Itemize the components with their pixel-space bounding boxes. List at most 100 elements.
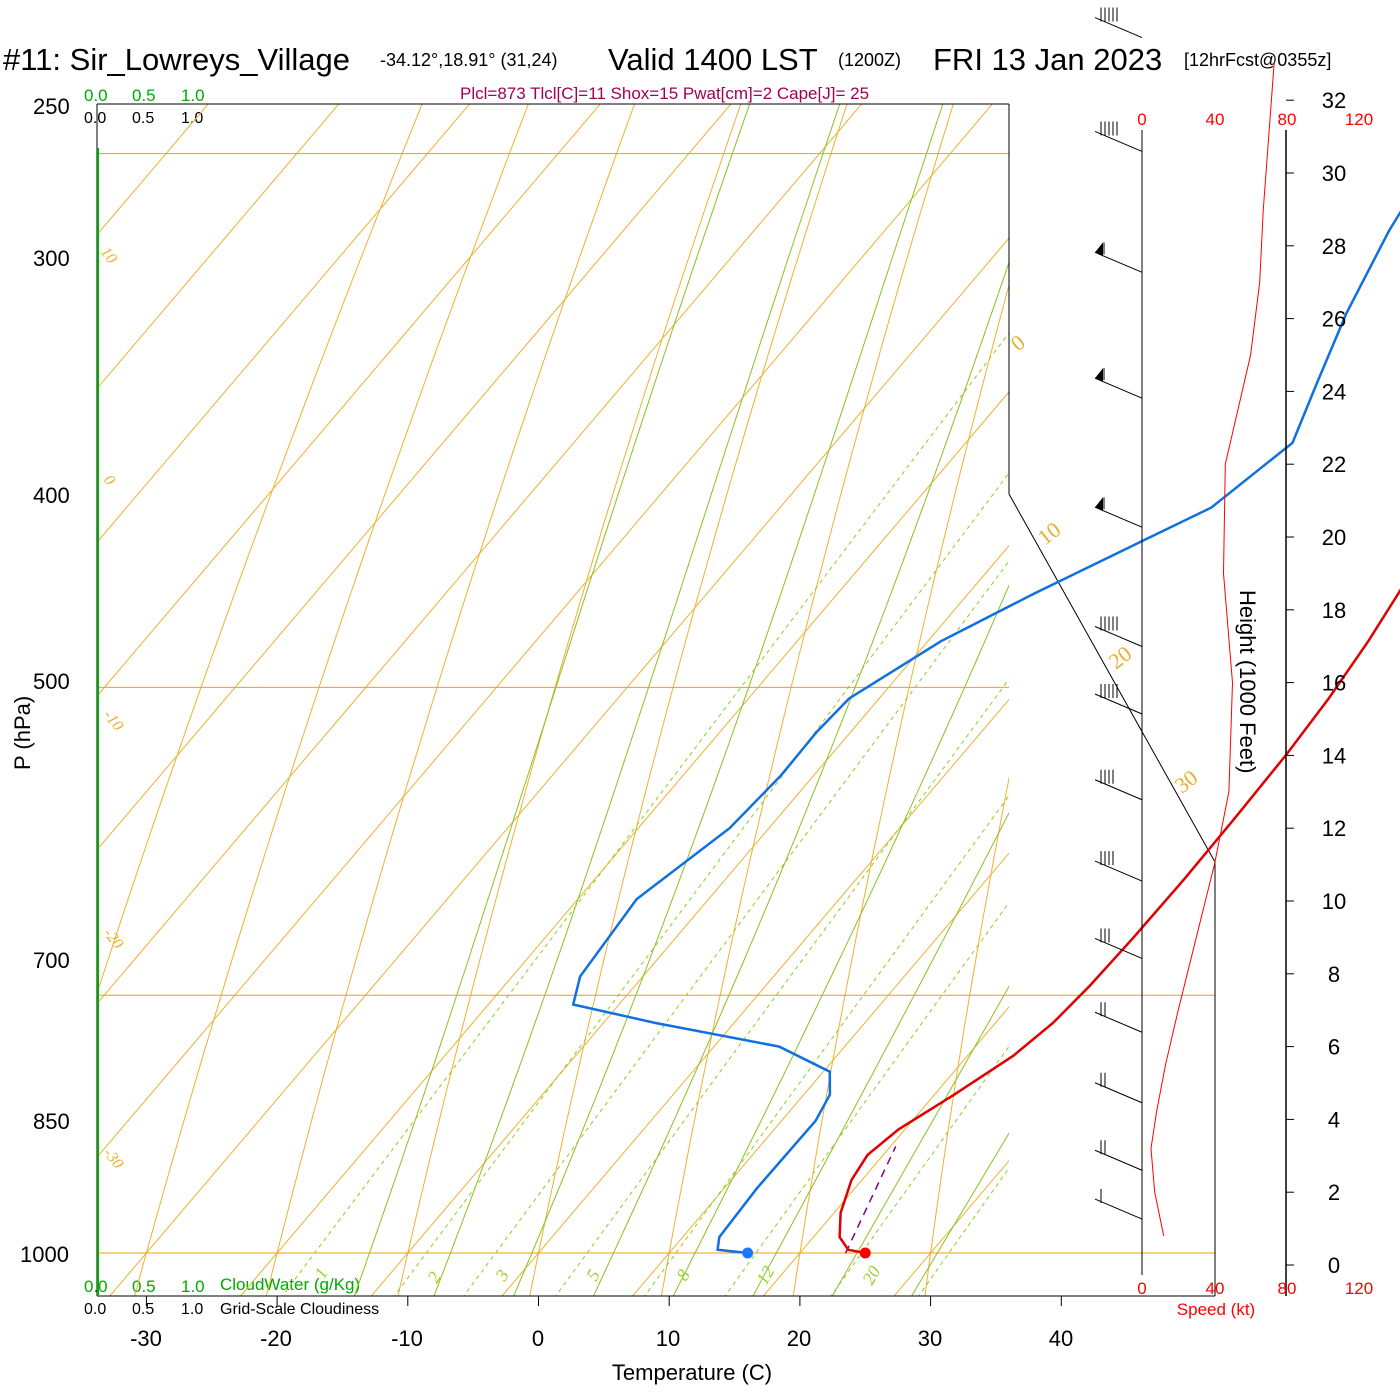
moist-adiabat-line bbox=[433, 104, 841, 1296]
dry-adiabat-line bbox=[792, 283, 1009, 1296]
temp-tick-40: 40 bbox=[1049, 1326, 1073, 1351]
cloud-tick-bottom-black-0: 0.0 bbox=[84, 1301, 106, 1318]
cloud-tick-top-green-0: 0.0 bbox=[84, 86, 108, 105]
mixing-ratio-label-20: 20 bbox=[858, 1262, 884, 1288]
pressure-tick-700: 700 bbox=[33, 948, 70, 973]
dewpoint-line bbox=[571, 210, 1400, 1255]
wind-barb bbox=[1094, 368, 1143, 399]
wind-barb bbox=[1094, 769, 1143, 801]
pressure-labels: 250 300 400 500 700 850 1000 bbox=[20, 94, 70, 1267]
station-title: #11: Sir_Lowreys_Village bbox=[3, 42, 350, 77]
moist-adiabat-line bbox=[752, 811, 1009, 1296]
speed-ticks-bottom: 0 40 80 120 Speed (kt) bbox=[1137, 1279, 1373, 1319]
mixing-ratio-label-2: 2 bbox=[423, 1268, 445, 1286]
wind-barb-staff bbox=[1094, 1011, 1143, 1033]
dry-adiabat-label-10: 10 bbox=[97, 244, 120, 267]
isotherm-line bbox=[97, 104, 209, 236]
wind-barb bbox=[1094, 928, 1143, 959]
height-tick-label: 26 bbox=[1322, 307, 1346, 332]
wind-barb bbox=[1094, 242, 1143, 273]
wind-barb-flag bbox=[1095, 242, 1103, 257]
wind-barb bbox=[1094, 851, 1143, 882]
wind-barb-flag bbox=[1095, 497, 1103, 512]
height-tick-label: 24 bbox=[1322, 379, 1346, 404]
isotherm-line bbox=[1126, 0, 1400, 1330]
wind-barb bbox=[1094, 7, 1143, 38]
pressure-tick-300: 300 bbox=[33, 246, 70, 271]
wind-barb-staff bbox=[1094, 130, 1143, 152]
moist-adiabat-line bbox=[353, 104, 751, 1296]
dry-adiabat-line bbox=[529, 104, 848, 1296]
height-tick-label: 0 bbox=[1328, 1253, 1340, 1278]
height-axis-title: Height (1000 Feet) bbox=[1235, 590, 1260, 773]
valid-utc: (1200Z) bbox=[838, 50, 901, 70]
surface-temperature-point bbox=[859, 1247, 871, 1259]
isotherm-line bbox=[239, 391, 1009, 1296]
cloud-tick-bottom-green-1: 0.5 bbox=[132, 1277, 156, 1296]
isotherm-line bbox=[893, 1159, 1009, 1296]
height-tick-label: 32 bbox=[1322, 88, 1346, 113]
mixing-ratio-line bbox=[918, 1167, 1009, 1296]
cloud-tick-bottom-black-2: 1.0 bbox=[181, 1301, 203, 1318]
valid-time: Valid 1400 LST bbox=[608, 42, 818, 77]
speed-ticks-top: 0 40 80 120 bbox=[1137, 110, 1373, 129]
forecast-info: [12hrFcst@0355z] bbox=[1184, 50, 1331, 70]
isotherm-line bbox=[370, 544, 1009, 1296]
isotherm-line bbox=[501, 698, 1009, 1296]
station-coords: -34.12°,18.91° (31,24) bbox=[380, 50, 558, 70]
dry-adiabat-label-minus10: -10 bbox=[100, 707, 127, 734]
isotherm-label-30: 30 bbox=[1170, 765, 1203, 798]
mixing-ratio-label-8: 8 bbox=[672, 1266, 694, 1284]
wind-barb bbox=[1094, 616, 1143, 647]
moist-adiabat-line bbox=[831, 985, 1009, 1296]
isotherm-line bbox=[631, 852, 1009, 1296]
wind-barb bbox=[1094, 1072, 1143, 1104]
stability-indices: Plcl=873 Tlcl[C]=11 Shox=15 Pwat[cm]=2 C… bbox=[460, 84, 869, 103]
pressure-tick-500: 500 bbox=[33, 669, 70, 694]
height-tick-label: 12 bbox=[1322, 816, 1346, 841]
cloud-tick-bottom-black-1: 0.5 bbox=[132, 1301, 154, 1318]
speed-tick-top-120: 120 bbox=[1345, 110, 1373, 129]
isotherm-line bbox=[97, 104, 601, 697]
mixing-ratio-line bbox=[555, 678, 1009, 1296]
pressure-tick-1000: 1000 bbox=[20, 1242, 69, 1267]
wind-barb-staff bbox=[1094, 779, 1143, 801]
mixing-ratio-line bbox=[281, 332, 1009, 1296]
temp-tick-30: 30 bbox=[918, 1326, 942, 1351]
parcel-path bbox=[844, 1146, 897, 1254]
height-tick-label: 28 bbox=[1322, 234, 1346, 259]
cloud-tick-bottom-green-2: 1.0 bbox=[181, 1277, 205, 1296]
cloud-tick-top-black-1: 0.5 bbox=[132, 110, 154, 127]
wind-barb-staff bbox=[1094, 693, 1143, 715]
wind-barb bbox=[1094, 683, 1143, 715]
cloud-tick-top-green-1: 0.5 bbox=[132, 86, 156, 105]
temp-tick-10: 10 bbox=[656, 1326, 680, 1351]
height-tick-label: 20 bbox=[1322, 525, 1346, 550]
wind-barb bbox=[1094, 1189, 1143, 1220]
dry-adiabat-line bbox=[660, 104, 954, 1296]
speed-axis-title: Speed (kt) bbox=[1177, 1300, 1255, 1319]
thermo-grid bbox=[97, 0, 1400, 1330]
wind-barb-staff bbox=[1094, 626, 1143, 647]
height-tick-label: 22 bbox=[1322, 452, 1346, 477]
sounding-profiles bbox=[571, 210, 1400, 1259]
wind-barb-staff bbox=[1094, 1149, 1143, 1171]
mixing-ratio-label-5: 5 bbox=[582, 1266, 604, 1284]
temp-tick-minus10: -10 bbox=[391, 1326, 423, 1351]
wind-barb-staff bbox=[1094, 860, 1143, 882]
cloud-ticks-bottom: 0.0 0.5 1.0 CloudWater (g/Kg) 0.0 0.5 1.… bbox=[84, 1275, 379, 1318]
wind-barb-staff bbox=[1094, 1198, 1143, 1220]
height-tick-label: 4 bbox=[1328, 1107, 1340, 1132]
wind-barb-staff bbox=[1094, 17, 1143, 38]
isotherm-line bbox=[109, 237, 1009, 1296]
height-tick-label: 10 bbox=[1322, 889, 1346, 914]
height-tick-label: 6 bbox=[1328, 1035, 1340, 1060]
dry-adiabat-line bbox=[397, 104, 742, 1296]
moist-adiabat-line bbox=[672, 584, 1009, 1296]
temp-tick-0: 0 bbox=[532, 1326, 544, 1351]
height-tick-label: 18 bbox=[1322, 598, 1346, 623]
pressure-tick-850: 850 bbox=[33, 1109, 70, 1134]
wind-barb bbox=[1094, 121, 1143, 152]
moist-adiabat-line bbox=[513, 104, 944, 1296]
